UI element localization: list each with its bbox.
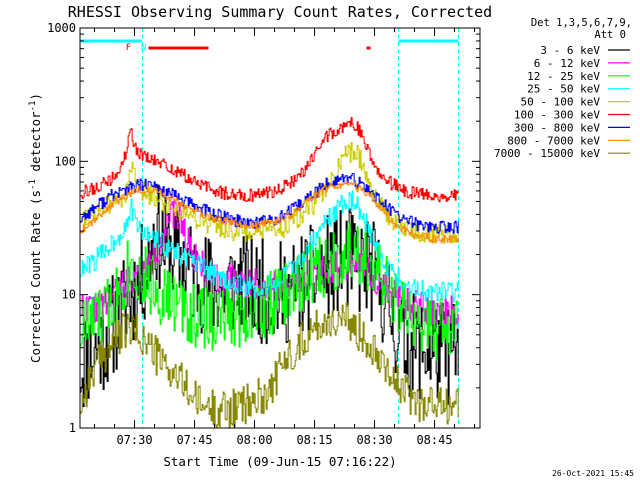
y-tick-label: 1	[69, 421, 76, 435]
flag-n: N	[141, 43, 146, 53]
spacecraft-status-bars	[80, 39, 459, 50]
legend-label: 25 - 50 keV	[527, 83, 600, 96]
y-axis-label-main: Corrected Count Rate (s	[28, 190, 43, 363]
x-tick-label: 08:30	[356, 433, 392, 447]
legend-label: 300 - 800 keV	[514, 121, 600, 134]
series-12-25-kev	[80, 222, 459, 361]
plot-frame	[79, 27, 481, 429]
series-100-300-kev	[80, 117, 459, 203]
y-axis-label-close: )	[28, 93, 43, 101]
x-tick-label: 08:00	[236, 433, 272, 447]
y-axis-label: Corrected Count Rate (s-1 detector-1)	[28, 93, 43, 363]
series-25-50-kev	[80, 190, 459, 303]
legend-label: 7000 - 15000 keV	[494, 147, 600, 160]
x-axis: 07:30 07:45 08:00 08:15 08:30 08:45	[94, 28, 476, 447]
legend-label: 6 - 12 keV	[534, 57, 601, 70]
generated-timestamp: 26-Oct-2021 15:45	[552, 469, 634, 478]
legend-label: 800 - 7000 keV	[507, 134, 600, 147]
legend-label: 100 - 300 keV	[514, 109, 600, 122]
y-axis: 1 10 100 1000	[47, 21, 480, 435]
series-7000-15000-kev	[80, 302, 459, 429]
series-6-12-kev	[80, 199, 459, 328]
x-axis-label: Start Time (09-Jun-15 07:16:22)	[163, 454, 396, 469]
series-300-800-kev	[80, 172, 459, 234]
legend-header: Det 1,3,5,6,7,9,	[531, 17, 632, 29]
y-tick-label: 1000	[47, 21, 76, 35]
x-tick-label: 07:30	[116, 433, 152, 447]
legend-label: 3 - 6 keV	[540, 44, 600, 57]
y-axis-label-tail: detector	[28, 111, 43, 179]
y-tick-label: 100	[54, 154, 76, 168]
series-lines	[80, 117, 459, 429]
y-tick-label: 10	[62, 288, 76, 302]
x-tick-label: 08:45	[416, 433, 452, 447]
y-axis-label-tail-sup: -1	[28, 101, 38, 112]
flag-f: F	[126, 43, 131, 53]
x-tick-label: 08:15	[296, 433, 332, 447]
legend-label: 12 - 25 keV	[527, 70, 600, 83]
y-axis-label-sup: -1	[28, 179, 38, 190]
series-800-7000-kev	[80, 181, 459, 244]
chart-title: RHESSI Observing Summary Count Rates, Co…	[68, 3, 492, 21]
x-tick-label: 07:45	[176, 433, 212, 447]
legend-header-attenuator: Att 0	[594, 29, 626, 41]
legend-label: 50 - 100 keV	[521, 96, 601, 109]
